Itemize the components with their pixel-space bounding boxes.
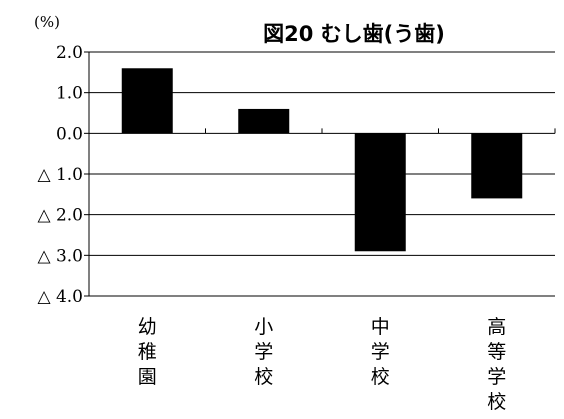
y-axis-unit: (%) <box>34 13 60 31</box>
bar <box>121 68 173 134</box>
y-tick-label: 0.0 <box>56 124 83 144</box>
y-tick-label: △ 3.0 <box>37 246 83 266</box>
chart-title: 図20 むし歯(う歯) <box>263 22 445 46</box>
bar <box>354 133 406 252</box>
y-tick-label: 2.0 <box>56 43 83 63</box>
y-tick-label: △ 2.0 <box>37 206 83 226</box>
y-tick-label: △ 1.0 <box>37 165 83 185</box>
bar <box>238 108 290 134</box>
category-label: 幼稚園 <box>138 316 157 388</box>
bars <box>121 68 523 252</box>
category-label: 小学校 <box>254 316 273 388</box>
y-tick-label: △ 4.0 <box>37 287 83 307</box>
axes <box>84 51 556 297</box>
category-label: 高等学校 <box>487 316 506 413</box>
labels: 2.0 1.0 0.0 △ 1.0 △ 2.0 △ 3.0 △ 4.0 幼稚園 小学校 中学校 高等… <box>37 43 506 413</box>
y-tick-label: 1.0 <box>56 84 83 104</box>
bar <box>471 133 523 199</box>
category-label: 中学校 <box>371 316 390 388</box>
